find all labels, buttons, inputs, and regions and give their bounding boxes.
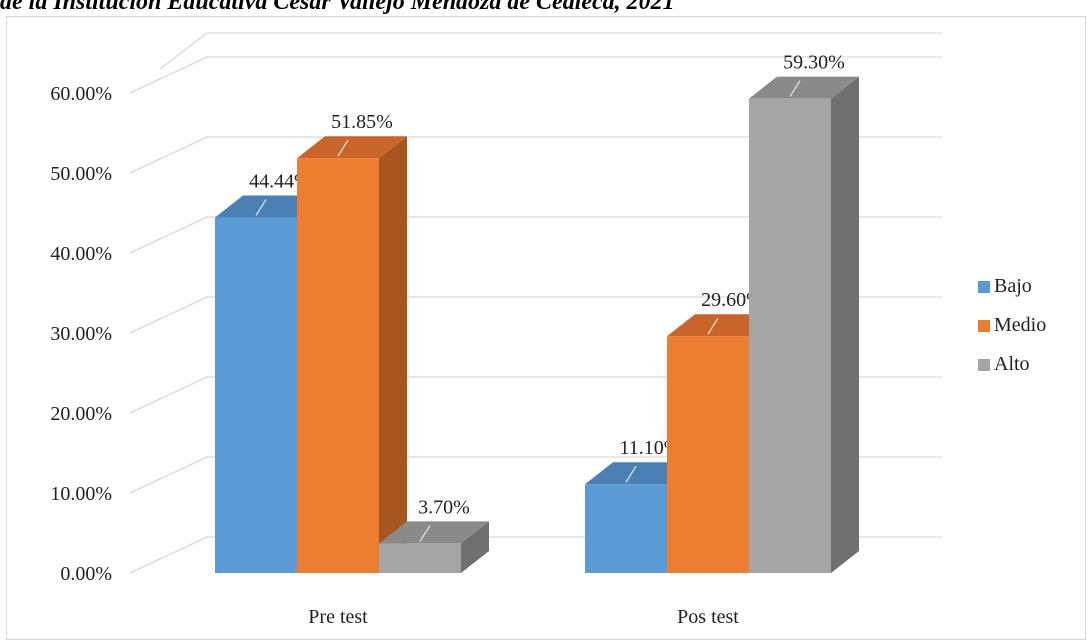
bar-medio-pre-test: 51.85% — [297, 111, 407, 573]
bar-front — [379, 543, 461, 573]
legend-label-alto: Alto — [994, 353, 1030, 375]
bar-alto-pos-test: 59.30% — [749, 52, 859, 573]
y-tick-label: 30.00% — [50, 323, 112, 345]
x-tick-label: Pre test — [308, 606, 368, 628]
side-gridline — [129, 536, 208, 574]
y-axis: 0.00% 10.00% 20.00% 30.00% 40.00% 50.00% 60.00… — [50, 83, 112, 585]
bars: 44.44% 51.85% 3.70% 11.10% 29.60% 59.30% — [215, 52, 859, 574]
side-gridline — [129, 56, 208, 94]
data-label-leader — [419, 525, 431, 542]
bar-alto-pre-test: 3.70% — [379, 496, 489, 573]
data-label-leader — [707, 317, 719, 335]
bar-top — [297, 136, 407, 159]
data-label: 29.60% — [701, 289, 763, 311]
data-label: 51.85% — [331, 111, 393, 133]
side-gridline — [129, 136, 208, 174]
data-label-leader — [789, 80, 801, 97]
legend-swatch-alto — [978, 359, 990, 371]
bar-top — [749, 76, 859, 99]
legend: Bajo Medio Alto — [978, 275, 1046, 375]
y-tick-label: 0.00% — [60, 563, 112, 585]
bar-side — [379, 136, 407, 573]
bar-side — [461, 521, 489, 573]
data-label: 3.70% — [418, 496, 470, 518]
y-tick-label: 60.00% — [50, 83, 112, 105]
bar-front — [749, 98, 831, 573]
bar-front — [585, 484, 667, 573]
legend-swatch-bajo — [978, 281, 990, 293]
data-label-leader — [255, 199, 267, 216]
bar-front — [215, 217, 297, 574]
data-label: 11.10% — [620, 437, 681, 459]
x-tick-label: Pos test — [677, 606, 739, 628]
side-gridline — [129, 216, 208, 254]
data-label-leader — [337, 139, 349, 157]
side-gridline — [129, 296, 208, 334]
legend-label-medio: Medio — [994, 314, 1046, 336]
chart-frame — [6, 16, 1086, 640]
bar-front — [297, 158, 379, 573]
y-tick-label: 40.00% — [50, 243, 112, 265]
legend-swatch-medio — [978, 320, 990, 332]
side-gridline — [129, 456, 208, 494]
y-tick-label: 20.00% — [50, 403, 112, 425]
x-axis: Pre test Pos test — [308, 606, 739, 628]
bar-front — [667, 336, 749, 573]
figure-caption: de la Institución Educativa César Vallej… — [0, 0, 675, 15]
legend-label-bajo: Bajo — [994, 275, 1032, 297]
bar-side — [831, 76, 859, 573]
y-tick-label: 50.00% — [50, 163, 112, 185]
y-tick-label: 10.00% — [50, 483, 112, 505]
side-gridline — [129, 376, 208, 414]
bar-top — [379, 521, 489, 544]
data-label: 59.30% — [783, 52, 845, 74]
data-label: 44.44% — [249, 170, 311, 192]
side-gridline — [159, 32, 208, 70]
data-label-leader — [625, 465, 637, 483]
